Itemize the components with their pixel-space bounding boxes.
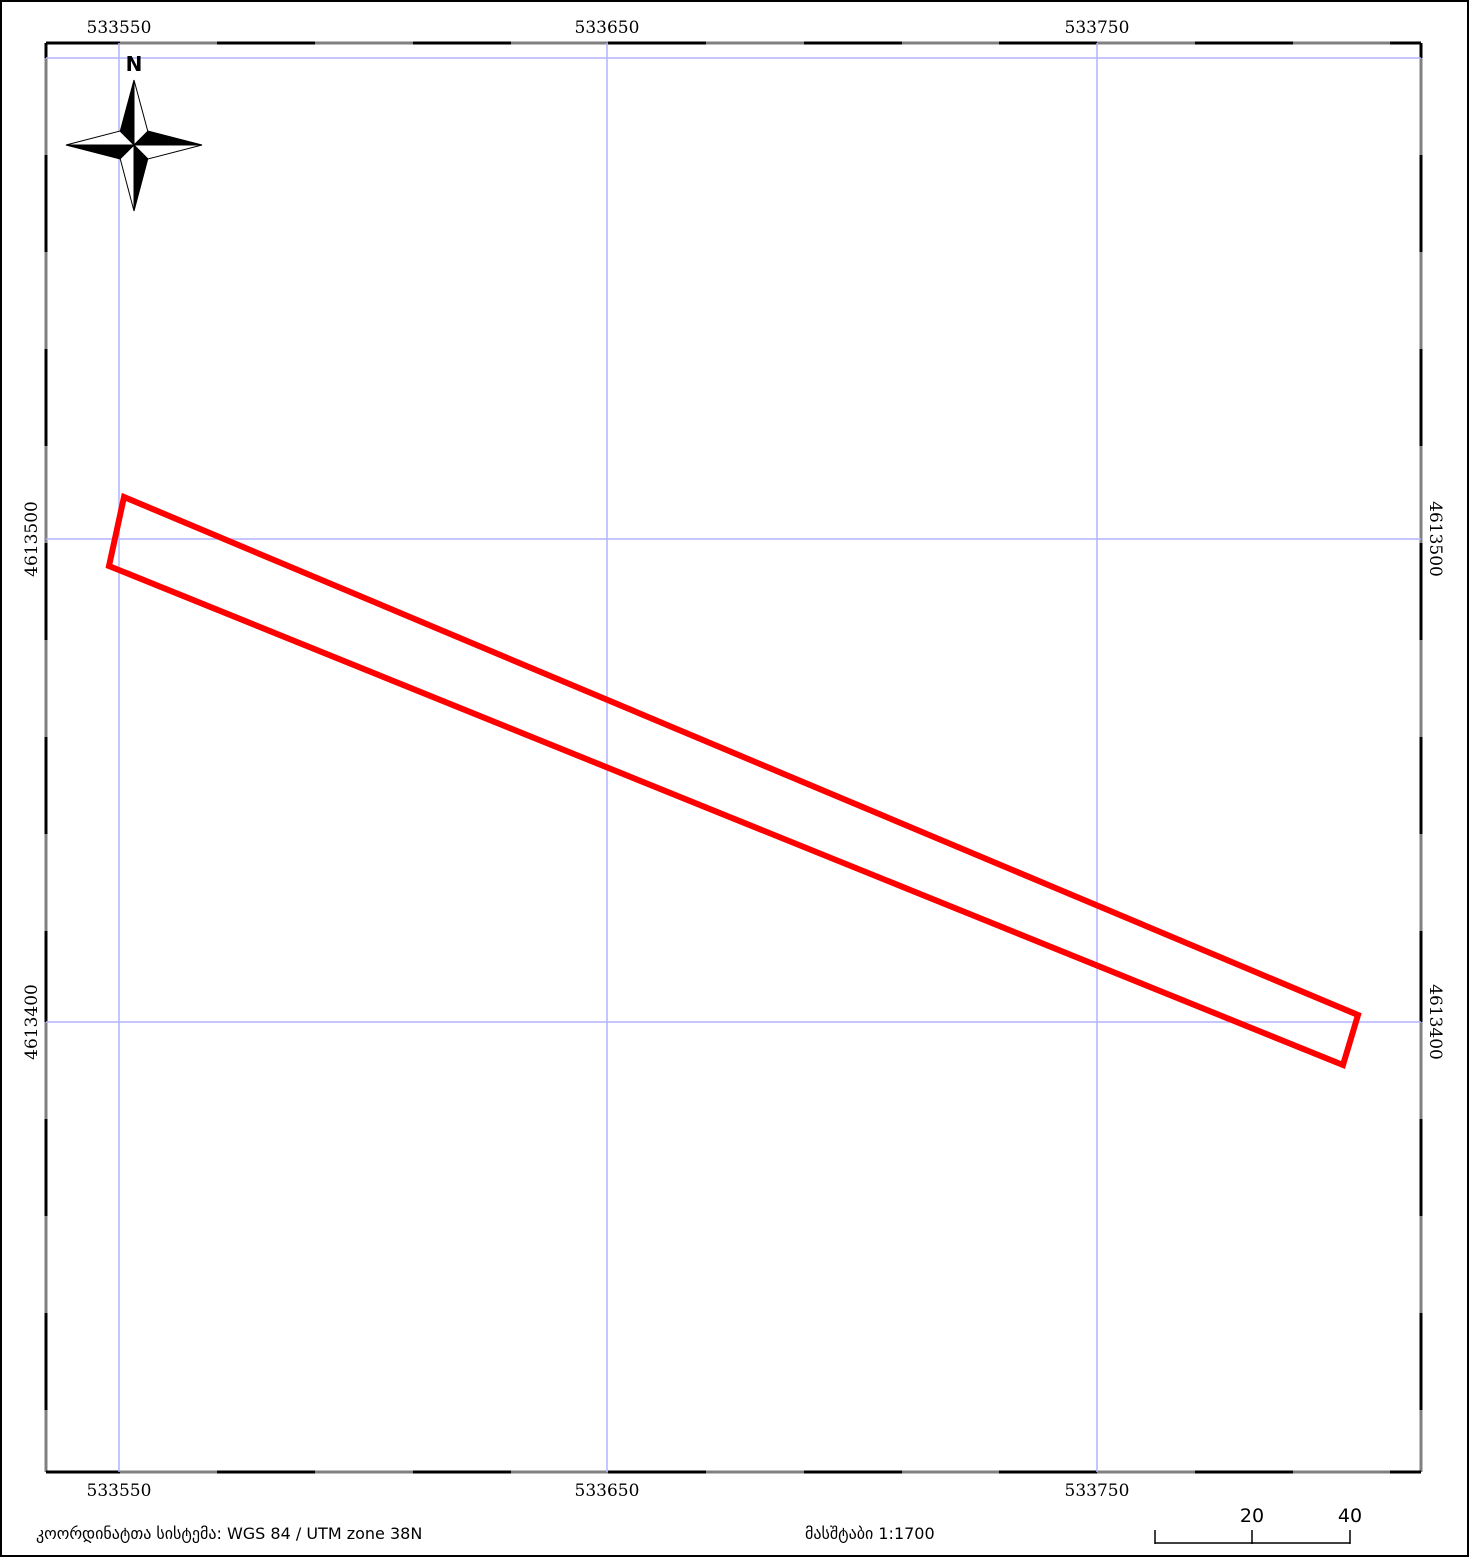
scale-bar-label: 40: [1338, 1505, 1362, 1527]
coordinate-grid: [46, 43, 1421, 1472]
scale-bar: 20 40: [1154, 1505, 1362, 1544]
right-tick-label: 4613400: [1425, 984, 1445, 1060]
bottom-tick-label: 533650: [575, 1481, 640, 1501]
top-tick-label: 533650: [575, 18, 640, 38]
bottom-tick-label: 533750: [1065, 1481, 1130, 1501]
scale-bar-label: 20: [1240, 1505, 1264, 1527]
left-tick-label: 4613500: [22, 501, 42, 577]
north-label: N: [126, 52, 143, 76]
map-frame: [44, 41, 1423, 1474]
top-tick-label: 533550: [87, 18, 152, 38]
scale-ratio-label: მასშტაბი 1:1700: [805, 1524, 935, 1543]
top-tick-label: 533750: [1065, 18, 1130, 38]
right-tick-label: 4613500: [1425, 501, 1445, 577]
left-tick-label: 4613400: [22, 984, 42, 1060]
compass-rose-icon: N: [65, 52, 203, 212]
crs-label: კოორდინატთა სისტემა: WGS 84 / UTM zone 3…: [36, 1524, 423, 1543]
bottom-tick-label: 533550: [87, 1481, 152, 1501]
parcel-polygon[interactable]: [105, 492, 1362, 1070]
